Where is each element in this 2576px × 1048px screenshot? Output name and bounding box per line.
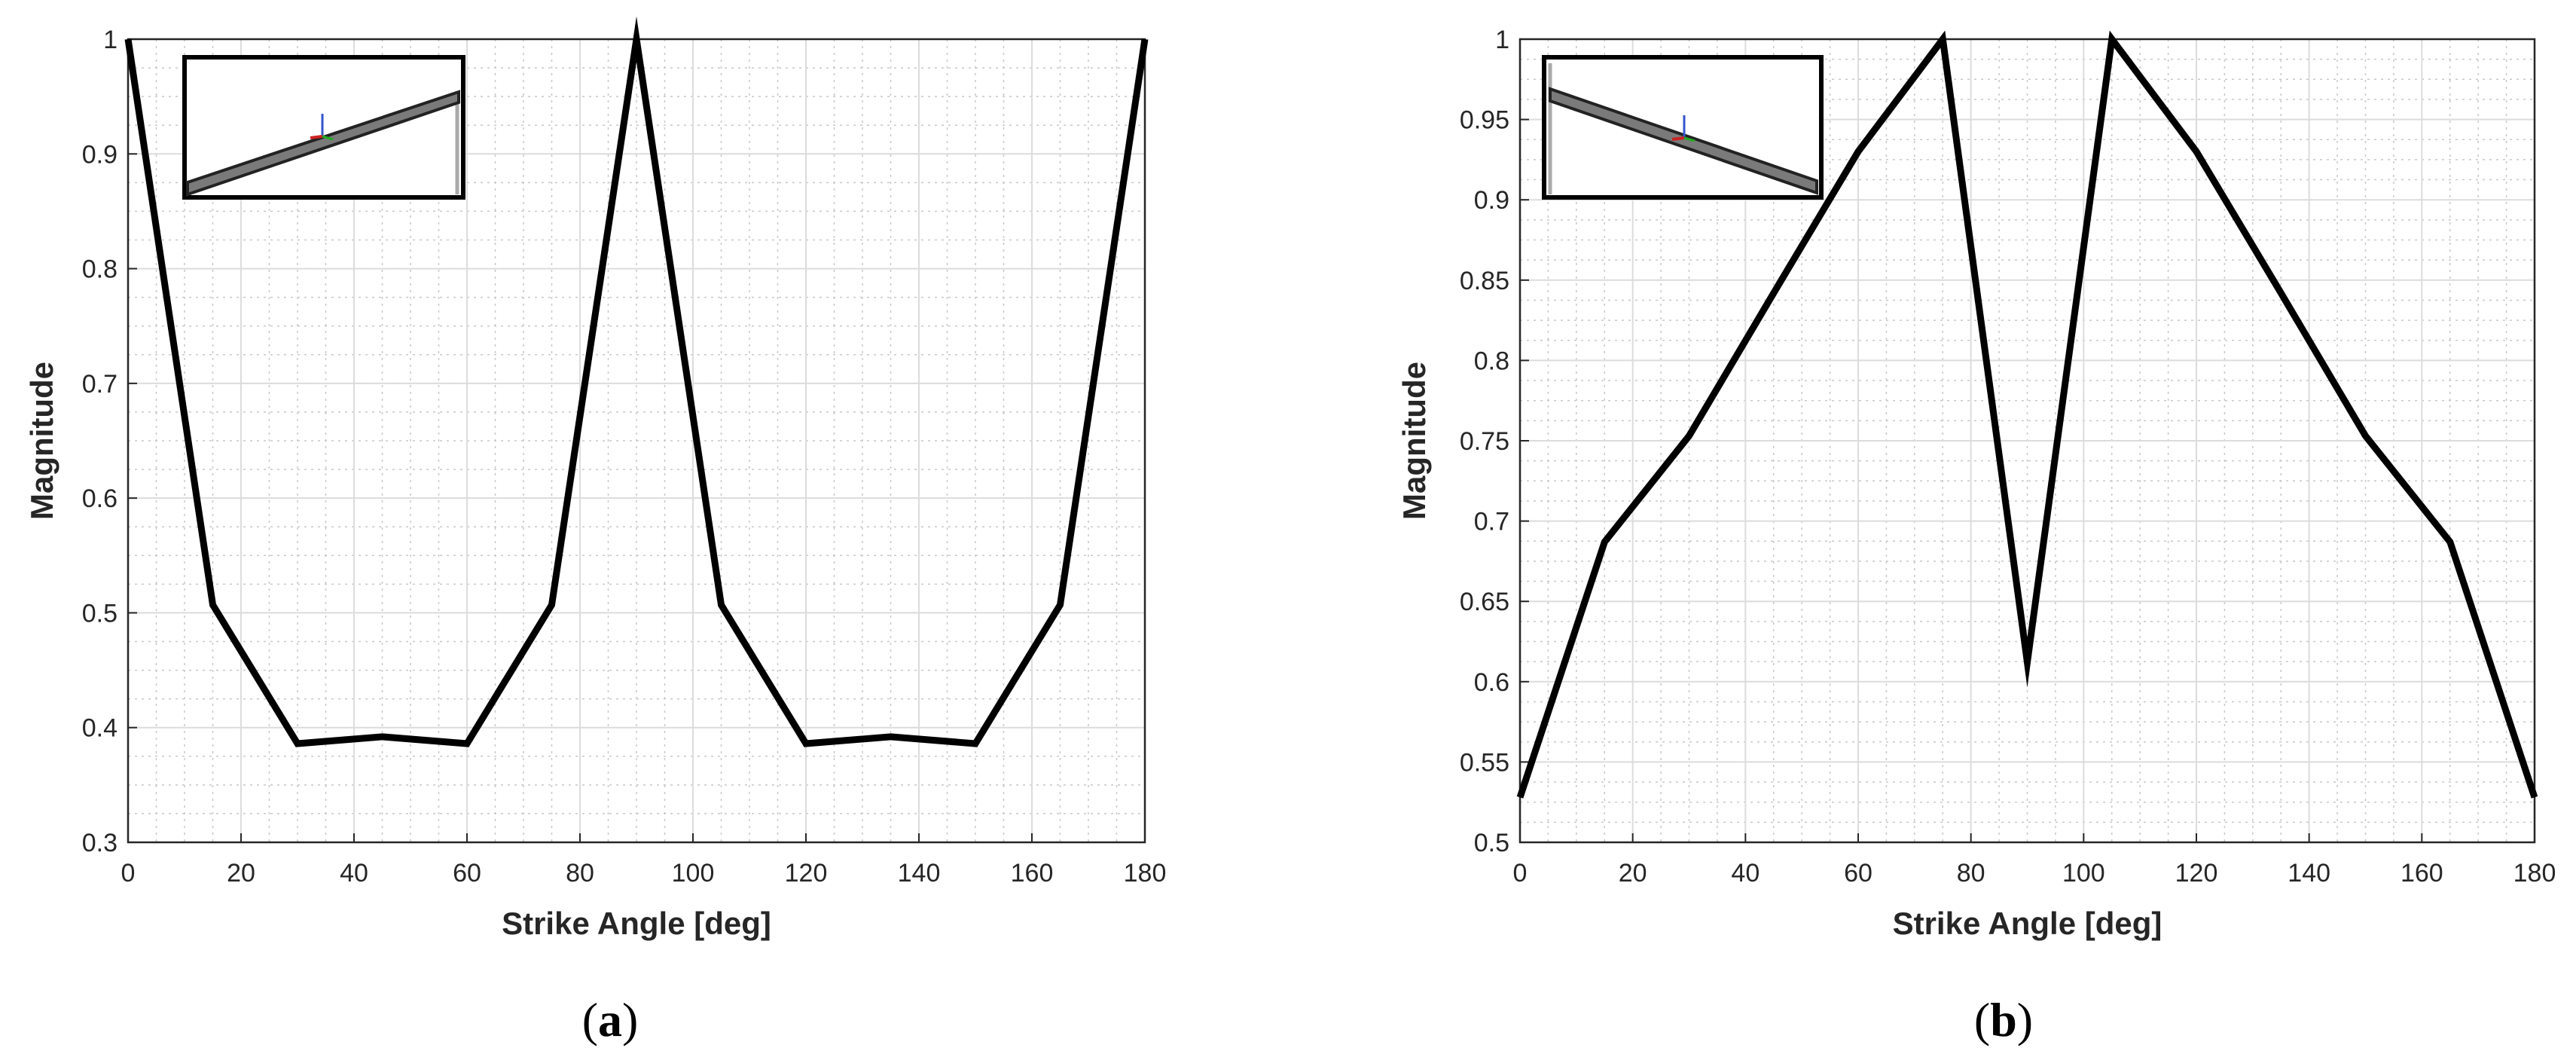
y-axis-label: Magnitude [24,362,60,520]
x-axis-label: Strike Angle [deg] [502,906,771,941]
inset-axis-y [1683,136,1695,142]
x-tick-label: 120 [2175,859,2218,888]
y-tick-label: 0.75 [1460,427,1509,456]
y-tick-label: 0.9 [82,140,118,169]
x-tick-label: 60 [453,859,481,888]
panel-label: (b) [1974,993,2033,1046]
inset-axis-x [1671,136,1685,141]
y-tick-label: 0.3 [82,829,118,857]
y-tick-label: 0.7 [1474,508,1509,536]
y-axis-label: Magnitude [1396,362,1432,520]
y-tick-label: 0.6 [1474,668,1509,697]
x-axis-label: Strike Angle [deg] [1893,906,2162,941]
y-tick-label: 0.8 [82,255,118,284]
x-tick-label: 40 [340,859,368,888]
y-tick-label: 0.5 [1474,829,1509,857]
x-tick-label: 0 [121,859,136,888]
inset-axis-x [310,135,323,139]
x-tick-label: 60 [1844,859,1872,888]
x-tick-label: 180 [1124,859,1167,888]
y-tick-label: 0.4 [82,714,118,743]
inset-beam [186,90,460,197]
x-tick-label: 180 [2513,859,2556,888]
inset-axis-y [322,135,334,141]
y-tick-label: 0.7 [82,370,118,399]
chart-a: 0 20 40 60 80 100 120 140 160 180 0.3 0.4 0.5 0.6 0.7 0… [24,16,1167,1046]
y-tick-label: 0.5 [82,599,118,628]
grid [127,38,1146,843]
inset-beam [1549,87,1818,195]
y-tick-label: 0.8 [1474,347,1509,375]
x-tick-label: 0 [1513,859,1528,888]
x-tick-label: 40 [1731,859,1760,888]
x-tick-label: 80 [566,859,594,888]
x-tick-label: 100 [672,859,715,888]
y-tick-label: 0.9 [1474,186,1509,215]
inset-b [1542,55,1824,200]
x-tick-label: 120 [785,859,828,888]
x-tick-label: 160 [1011,859,1054,888]
x-tick-label: 20 [1619,859,1647,888]
x-tick-label: 140 [2288,859,2330,888]
x-tick-label: 140 [898,859,941,888]
y-tick-label: 0.65 [1460,588,1509,616]
x-tick-label: 160 [2401,859,2443,888]
y-tick-label: 0.55 [1460,748,1509,777]
panel-label: (a) [582,993,639,1046]
y-tick-label: 1 [103,26,118,54]
y-tick-label: 0.95 [1460,106,1509,135]
y-tick-label: 0.6 [82,484,118,513]
x-tick-label: 20 [227,859,255,888]
x-tick-label: 80 [1957,859,1985,888]
chart-b: 0 20 40 60 80 100 120 140 160 180 0.5 0.55 0.6 0.65 0.… [1396,26,2556,1046]
x-tick-label: 100 [2062,859,2105,888]
inset-a [182,55,465,200]
y-tick-label: 0.85 [1460,267,1509,295]
y-tick-label: 1 [1495,26,1509,54]
